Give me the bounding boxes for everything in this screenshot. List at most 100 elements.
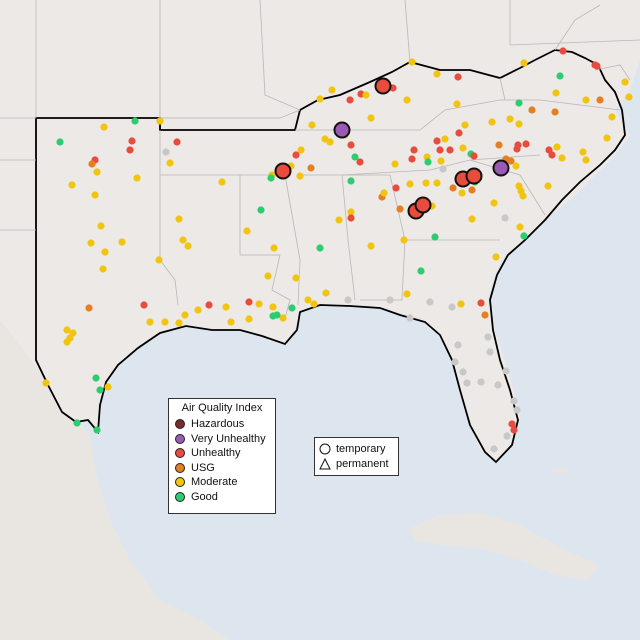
monitor-marker bbox=[582, 96, 590, 104]
monitor-marker bbox=[328, 86, 336, 94]
monitor-marker bbox=[316, 95, 324, 103]
unhealthy-swatch bbox=[175, 448, 185, 459]
good-swatch bbox=[175, 491, 185, 502]
monitor-marker bbox=[310, 300, 318, 308]
monitor-marker bbox=[459, 368, 467, 376]
monitor-marker bbox=[506, 115, 514, 123]
monitor-marker bbox=[146, 318, 154, 326]
monitor-marker bbox=[100, 123, 108, 131]
monitor-marker bbox=[556, 72, 564, 80]
legend-label: Unhealthy bbox=[191, 447, 241, 460]
monitor-marker bbox=[488, 118, 496, 126]
moderate-swatch bbox=[175, 477, 185, 488]
monitor-marker bbox=[492, 253, 500, 261]
monitor-marker bbox=[87, 239, 95, 247]
monitor-marker bbox=[490, 199, 498, 207]
very-unhealthy-swatch bbox=[175, 433, 185, 444]
monitor-marker bbox=[403, 290, 411, 298]
monitor-marker bbox=[437, 157, 445, 165]
monitor-marker bbox=[461, 121, 469, 129]
triangle-icon bbox=[319, 457, 331, 469]
monitor-marker bbox=[481, 311, 489, 319]
monitor-marker bbox=[391, 160, 399, 168]
aqi-legend: Air Quality Index Hazardous Very Unhealt… bbox=[168, 398, 276, 514]
monitor-marker bbox=[579, 148, 587, 156]
monitor-marker bbox=[503, 432, 511, 440]
monitor-marker bbox=[520, 59, 528, 67]
monitor-marker bbox=[297, 146, 305, 154]
monitor-marker bbox=[184, 242, 192, 250]
legend-label: USG bbox=[191, 461, 215, 474]
legend-item-hazardous: Hazardous bbox=[175, 417, 269, 432]
monitor-marker bbox=[548, 151, 556, 159]
monitor-marker bbox=[396, 205, 404, 213]
monitor-marker bbox=[304, 296, 312, 304]
temporary-monitor-marker bbox=[414, 196, 432, 214]
monitor-marker bbox=[296, 172, 304, 180]
legend-item-good: Good bbox=[175, 490, 269, 505]
monitor-marker bbox=[510, 426, 518, 434]
monitor-marker bbox=[179, 236, 187, 244]
monitor-points bbox=[42, 47, 633, 453]
monitor-marker bbox=[292, 274, 300, 282]
monitor-marker bbox=[553, 143, 561, 151]
monitor-marker bbox=[347, 214, 355, 222]
monitor-marker bbox=[477, 299, 485, 307]
monitor-marker bbox=[292, 151, 300, 159]
monitor-marker bbox=[551, 108, 559, 116]
monitor-marker bbox=[403, 96, 411, 104]
monitor-marker bbox=[173, 138, 181, 146]
usg-swatch bbox=[175, 462, 185, 473]
monitor-marker bbox=[593, 62, 601, 70]
monitor-marker bbox=[101, 248, 109, 256]
monitor-marker bbox=[367, 242, 375, 250]
monitor-marker bbox=[218, 178, 226, 186]
monitor-marker bbox=[255, 300, 263, 308]
monitor-marker bbox=[433, 179, 441, 187]
monitor-marker bbox=[316, 244, 324, 252]
monitor-marker bbox=[494, 381, 502, 389]
monitor-marker bbox=[441, 135, 449, 143]
monitor-marker bbox=[453, 100, 461, 108]
monitor-marker bbox=[431, 233, 439, 241]
monitor-marker bbox=[484, 333, 492, 341]
legend-label: Moderate bbox=[191, 476, 238, 489]
region-outline bbox=[35, 49, 626, 464]
monitor-marker bbox=[85, 304, 93, 312]
monitor-marker bbox=[392, 184, 400, 192]
monitor-marker bbox=[351, 153, 359, 161]
legend-item-temporary: temporary bbox=[319, 441, 394, 456]
temporary-monitor-marker bbox=[333, 121, 351, 139]
monitor-marker bbox=[515, 182, 523, 190]
monitor-marker bbox=[356, 158, 364, 166]
monitor-marker bbox=[625, 93, 633, 101]
monitor-marker bbox=[459, 144, 467, 152]
temporary-monitor-marker bbox=[465, 167, 483, 185]
monitor-marker bbox=[380, 189, 388, 197]
monitor-marker bbox=[433, 137, 441, 145]
monitor-marker bbox=[449, 184, 457, 192]
monitor-marker bbox=[97, 222, 105, 230]
monitor-marker bbox=[406, 314, 414, 322]
monitor-marker bbox=[126, 146, 134, 154]
monitor-marker bbox=[155, 256, 163, 264]
monitor-marker bbox=[463, 379, 471, 387]
monitor-marker bbox=[436, 146, 444, 154]
monitor-marker bbox=[194, 306, 202, 314]
monitor-marker bbox=[559, 47, 567, 55]
monitor-marker bbox=[166, 159, 174, 167]
monitor-marker bbox=[513, 145, 521, 153]
monitor-marker bbox=[408, 58, 416, 66]
monitor-marker bbox=[451, 358, 459, 366]
monitor-marker bbox=[468, 186, 476, 194]
monitor-marker bbox=[162, 148, 170, 156]
monitor-marker bbox=[308, 121, 316, 129]
monitor-marker bbox=[510, 397, 518, 405]
monitor-marker bbox=[91, 191, 99, 199]
monitor-marker bbox=[93, 426, 101, 434]
monitor-marker bbox=[603, 134, 611, 142]
monitor-marker bbox=[131, 117, 139, 125]
monitor-marker bbox=[408, 155, 416, 163]
monitor-marker bbox=[502, 367, 510, 375]
